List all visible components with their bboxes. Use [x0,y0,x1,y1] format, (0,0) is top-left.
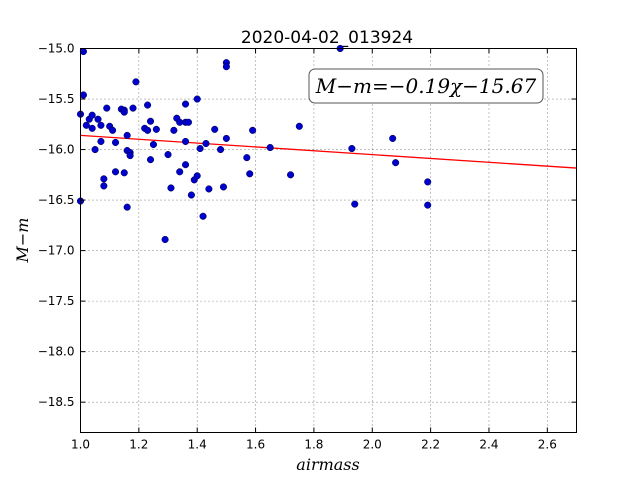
data-point [82,121,90,129]
data-point [199,212,207,220]
data-point [111,138,120,147]
data-point [295,122,303,130]
y-tick-label: −16.0 [38,143,75,157]
data-point [132,78,140,86]
data-point [164,151,172,159]
grid-layer [80,48,577,433]
data-point [243,154,251,162]
x-tick-label: 1.8 [304,438,323,452]
data-point [146,117,155,125]
y-tick-label: −17.0 [38,244,75,258]
data-point [79,47,87,56]
data-point [144,101,152,109]
data-point [152,125,160,133]
x-axis-label: airmass [296,455,359,474]
data-point [100,182,108,190]
y-tick-label: −16.5 [38,193,75,207]
x-tick-label: 1.4 [188,438,207,452]
data-point [216,146,225,154]
data-point [348,144,356,153]
points-layer [76,44,432,244]
y-tick-label: −17.5 [38,294,75,308]
data-point [211,125,219,133]
data-point [249,126,257,134]
data-point [287,171,295,179]
data-point [181,137,190,146]
fit-line-layer [80,134,577,169]
data-point [120,108,128,116]
data-point [170,126,178,134]
y-tick-label: −18.0 [38,345,75,359]
data-point [144,126,152,134]
x-tick-label: 2.4 [479,438,498,452]
data-point [88,111,96,119]
data-point [222,134,230,142]
data-point [219,183,228,191]
plot-frame [80,48,577,433]
x-tick-label: 2.2 [421,438,440,452]
y-tick-label: −18.5 [38,395,75,409]
data-point [79,91,87,99]
y-tick-label: −15.5 [38,92,75,106]
data-point [193,95,201,103]
data-point [246,170,254,178]
x-tick-label: 2.6 [538,438,557,452]
data-point [149,140,157,149]
data-point [187,191,195,199]
tick-layer: 1.0 1.2 1.4 1.6 1.8 2.0 2.2 2.4 2.6 −15.0 −15.5 −16… [38,42,577,452]
data-point [91,146,99,154]
data-point [123,131,131,139]
data-point [222,63,230,71]
y-axis-label: M−m [13,218,32,264]
data-point [109,126,117,134]
data-point [123,203,131,211]
data-point [266,143,274,152]
data-point [202,139,210,148]
data-point [103,104,111,112]
data-point [181,161,190,169]
data-point [146,156,155,164]
data-point [176,168,184,176]
data-point [100,175,108,183]
x-tick-label: 2.0 [363,438,382,452]
data-point [129,104,137,112]
annotation-box: M−m=−0.19χ−15.67 [308,68,544,104]
data-point [167,184,175,192]
data-point [111,168,120,176]
x-tick-label: 1.6 [246,438,265,452]
x-tick-label: 1.0 [71,438,90,452]
data-point [196,144,204,153]
data-point [126,152,134,160]
data-point [389,134,397,142]
data-point [351,200,359,208]
data-point [97,121,105,129]
data-point [424,178,432,186]
data-point [424,201,432,209]
data-point [97,137,105,146]
data-point [94,115,102,123]
data-point [181,100,190,108]
data-point [392,159,400,167]
x-tick-label: 1.2 [129,438,148,452]
fit-line [80,134,577,169]
data-point [120,169,128,177]
chart-title: 2020-04-02_013924 [241,28,413,48]
fit-equation-label: M−m=−0.19χ−15.67 [315,74,537,98]
y-tick-label: −15.0 [38,42,75,56]
data-point [193,172,201,180]
data-point [88,124,96,132]
data-point [184,118,193,126]
data-point [161,235,169,244]
data-point [205,185,213,193]
